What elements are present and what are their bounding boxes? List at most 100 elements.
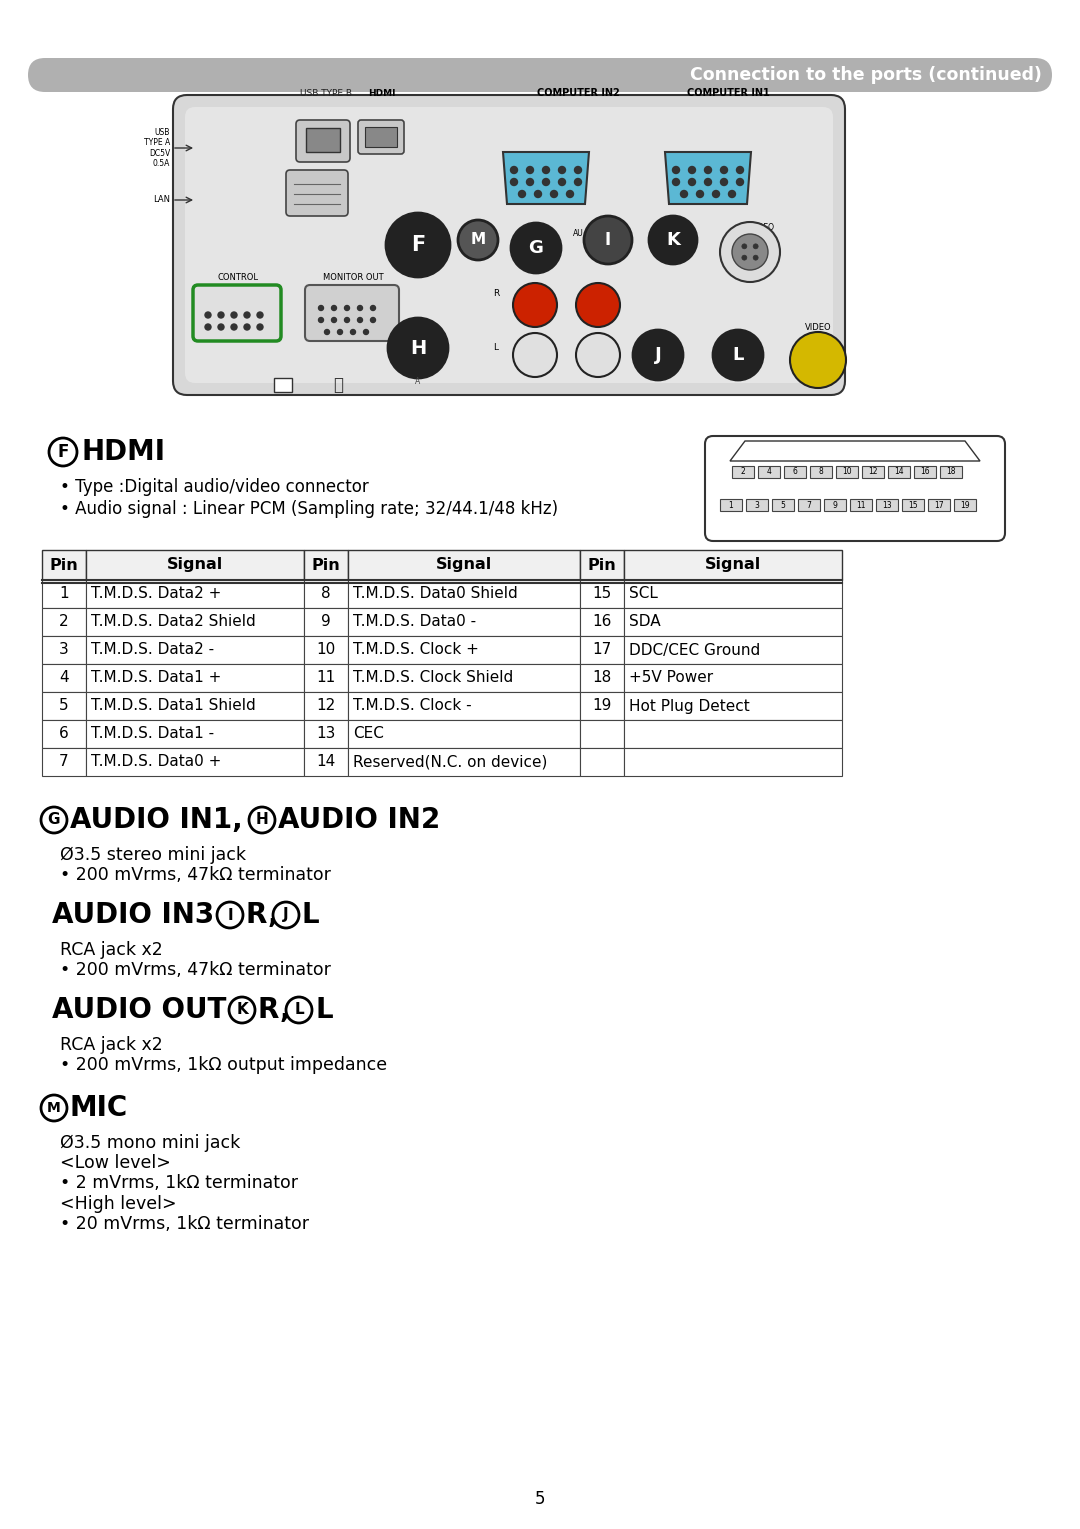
Text: SCL: SCL <box>629 587 658 601</box>
Circle shape <box>458 220 498 260</box>
FancyBboxPatch shape <box>286 170 348 216</box>
Circle shape <box>319 318 324 323</box>
FancyBboxPatch shape <box>357 119 404 154</box>
Bar <box>580 550 624 579</box>
Bar <box>928 498 950 511</box>
Bar <box>798 498 820 511</box>
Bar <box>888 466 910 479</box>
Text: 17: 17 <box>934 500 944 509</box>
Bar <box>580 664 624 693</box>
Bar <box>850 498 872 511</box>
FancyBboxPatch shape <box>185 107 833 382</box>
Text: 16: 16 <box>920 468 930 477</box>
Circle shape <box>720 179 728 185</box>
Circle shape <box>649 216 697 265</box>
Circle shape <box>535 191 541 197</box>
FancyBboxPatch shape <box>193 284 281 341</box>
Text: HDMI: HDMI <box>81 437 165 466</box>
Bar <box>732 466 754 479</box>
Text: 1: 1 <box>729 500 733 509</box>
Circle shape <box>345 306 350 310</box>
Text: AU: AU <box>572 228 583 237</box>
Text: 10: 10 <box>316 642 336 657</box>
Bar <box>303 579 348 609</box>
Circle shape <box>753 243 758 249</box>
Bar <box>624 693 842 720</box>
Bar <box>306 128 340 151</box>
Text: K: K <box>666 231 680 249</box>
Bar <box>624 720 842 748</box>
Text: L: L <box>589 344 594 353</box>
Text: T.M.D.S. Data1 +: T.M.D.S. Data1 + <box>91 671 221 685</box>
Bar <box>348 579 580 609</box>
Circle shape <box>386 213 450 277</box>
Text: Ø3.5 stereo mini jack: Ø3.5 stereo mini jack <box>60 846 246 864</box>
Bar <box>580 636 624 664</box>
Circle shape <box>680 191 688 197</box>
Text: I: I <box>605 231 611 249</box>
Text: 5: 5 <box>59 699 69 714</box>
Circle shape <box>720 167 728 173</box>
Text: • Type :Digital audio/video connector: • Type :Digital audio/video connector <box>60 479 368 495</box>
Text: <Low level>: <Low level> <box>60 1154 171 1173</box>
Text: • 200 mVrms, 47kΩ terminator: • 200 mVrms, 47kΩ terminator <box>60 865 330 884</box>
Text: UT: UT <box>683 228 693 237</box>
Text: 6: 6 <box>793 468 797 477</box>
Circle shape <box>244 324 249 330</box>
Circle shape <box>633 330 683 381</box>
FancyBboxPatch shape <box>305 284 399 341</box>
Text: L: L <box>494 344 499 353</box>
Bar <box>348 550 580 579</box>
Bar <box>624 636 842 664</box>
Text: 3: 3 <box>59 642 69 657</box>
Text: 17: 17 <box>592 642 611 657</box>
Circle shape <box>513 283 557 327</box>
Text: SDA: SDA <box>629 615 661 630</box>
Text: 5: 5 <box>781 500 785 509</box>
Text: 14: 14 <box>894 468 904 477</box>
Circle shape <box>527 179 534 185</box>
Circle shape <box>205 324 211 330</box>
Text: L: L <box>315 995 333 1024</box>
Text: Reserved(N.C. on device): Reserved(N.C. on device) <box>353 754 548 769</box>
Text: RCA jack x2: RCA jack x2 <box>60 1037 163 1053</box>
Circle shape <box>567 191 573 197</box>
Text: T.M.D.S. Clock -: T.M.D.S. Clock - <box>353 699 472 714</box>
Bar <box>42 664 86 693</box>
Circle shape <box>324 330 329 335</box>
Text: 12: 12 <box>868 468 878 477</box>
Circle shape <box>357 306 363 310</box>
Text: DDC/CEC Ground: DDC/CEC Ground <box>629 642 760 657</box>
Text: AUDIO IN3: AUDIO IN3 <box>52 901 224 930</box>
Circle shape <box>673 167 679 173</box>
Circle shape <box>370 306 376 310</box>
Text: 14: 14 <box>316 754 336 769</box>
Circle shape <box>584 216 632 265</box>
Bar <box>348 636 580 664</box>
Text: 11: 11 <box>316 671 336 685</box>
Text: I: I <box>227 908 233 922</box>
Text: <High level>: <High level> <box>60 1196 177 1212</box>
Bar <box>303 636 348 664</box>
Text: VIDEO: VIDEO <box>805 323 832 332</box>
Bar <box>810 466 832 479</box>
Text: 15: 15 <box>908 500 918 509</box>
Circle shape <box>732 234 768 271</box>
Circle shape <box>319 306 324 310</box>
Bar <box>940 466 962 479</box>
Bar <box>580 748 624 777</box>
Text: • 200 mVrms, 1kΩ output impedance: • 200 mVrms, 1kΩ output impedance <box>60 1057 387 1073</box>
Text: Pin: Pin <box>50 558 79 572</box>
Text: 11: 11 <box>856 500 866 509</box>
Text: 15: 15 <box>592 587 611 601</box>
Circle shape <box>218 324 224 330</box>
Text: LAN: LAN <box>153 196 170 205</box>
Text: 10: 10 <box>842 468 852 477</box>
Text: • 2 mVrms, 1kΩ terminator: • 2 mVrms, 1kΩ terminator <box>60 1174 298 1193</box>
Bar <box>772 498 794 511</box>
Bar <box>348 664 580 693</box>
Text: L: L <box>294 1003 303 1017</box>
Bar <box>274 378 292 391</box>
Circle shape <box>576 283 620 327</box>
Circle shape <box>673 179 679 185</box>
